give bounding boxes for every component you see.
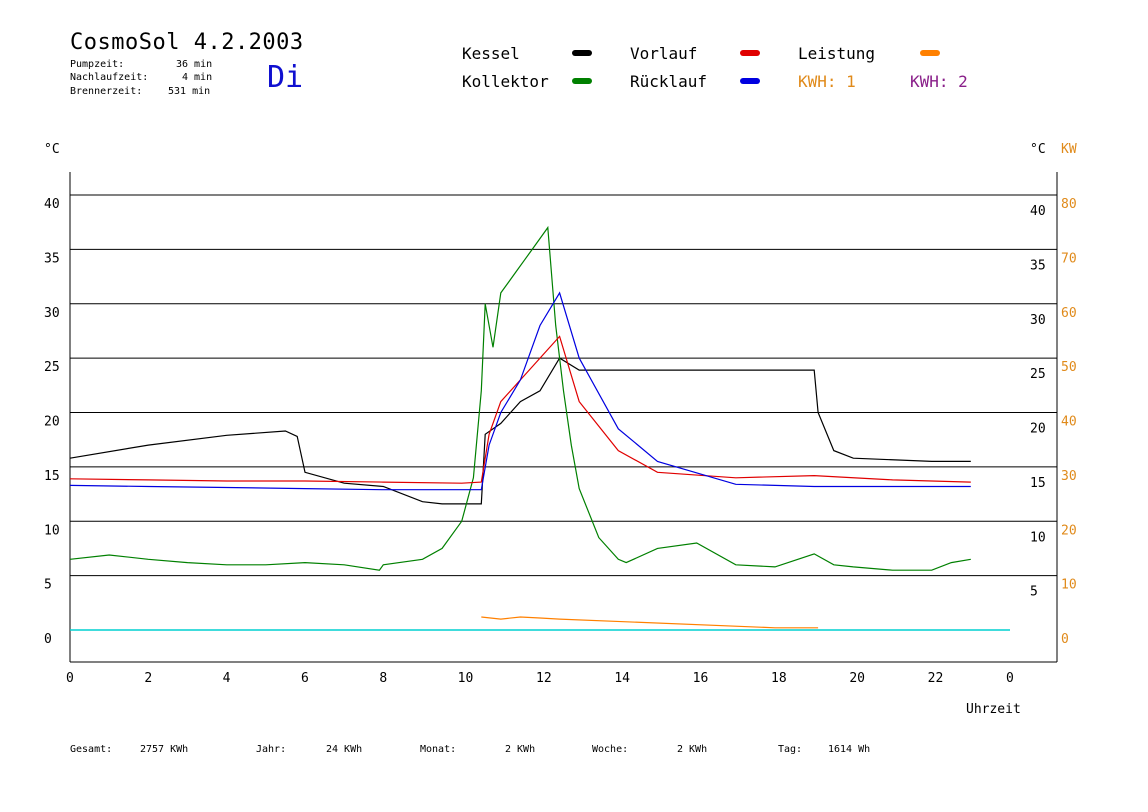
y-tick-right-c: 40 [1030, 204, 1046, 219]
stat-brennerzeit-value: 531 min [168, 86, 211, 97]
y-tick-right-kw: 60 [1061, 306, 1077, 321]
legend-ruecklauf-swatch [740, 78, 760, 84]
legend-leistung-swatch [920, 50, 940, 56]
y-tick-right-c: 20 [1030, 422, 1046, 437]
x-tick: 0 [66, 671, 74, 686]
x-tick: 10 [458, 671, 474, 686]
footer-woche-label: Woche: [592, 744, 629, 755]
x-tick: 8 [379, 671, 387, 686]
y-tick-right-kw: 50 [1061, 360, 1077, 375]
y-tick-right-kw: 80 [1061, 197, 1077, 212]
series-line-kessel [69, 357, 971, 505]
legend-kwh1: KWH: 1 [798, 72, 856, 91]
left-unit-label: °C [44, 142, 60, 157]
legend-kollektor: Kollektor [462, 72, 549, 91]
y-tick-right-kw: 10 [1061, 578, 1077, 593]
y-tick-right-kw: 40 [1061, 415, 1077, 430]
y-tick-right-kw: 0 [1061, 632, 1069, 647]
legend-kessel-swatch [572, 50, 592, 56]
footer-gesamt-value: 2757 KWh [140, 744, 189, 755]
right-unit-label: °C [1030, 142, 1046, 157]
legend-vorlauf: Vorlauf [630, 44, 698, 63]
x-tick: 14 [614, 671, 630, 686]
series-line-rücklauf [69, 291, 971, 491]
y-tick-right-c: 10 [1030, 530, 1046, 545]
x-tick: 6 [301, 671, 309, 686]
right-kw-unit-label: KW [1061, 142, 1077, 157]
footer-tag-label: Tag: [778, 744, 803, 755]
footer-gesamt-label: Gesamt: [70, 744, 113, 755]
x-axis-label: Uhrzeit [966, 702, 1021, 717]
series-line-leistung [481, 616, 819, 629]
y-tick-left: 0 [44, 632, 52, 647]
stat-pumpzeit: Pumpzeit: [70, 59, 125, 70]
x-tick: 0 [1006, 671, 1014, 686]
legend-vorlauf-swatch [740, 50, 760, 56]
stat-nachlaufzeit: Nachlaufzeit: [70, 72, 149, 83]
y-tick-right-kw: 30 [1061, 469, 1077, 484]
footer-monat-label: Monat: [420, 744, 457, 755]
legend-kessel: Kessel [462, 44, 520, 63]
y-tick-right-kw: 70 [1061, 251, 1077, 266]
footer-monat-value: 2 KWh [505, 744, 536, 755]
legend-kwh2: KWH: 2 [910, 72, 968, 91]
legend-kollektor-swatch [572, 78, 592, 84]
y-tick-left: 40 [44, 197, 60, 212]
x-tick: 4 [223, 671, 231, 686]
x-tick: 16 [693, 671, 709, 686]
y-tick-right-c: 35 [1030, 258, 1046, 273]
x-tick: 18 [771, 671, 787, 686]
y-tick-left: 35 [44, 251, 60, 266]
stat-brennerzeit: Brennerzeit: [70, 86, 143, 97]
chart-title: CosmoSol 4.2.2003 [70, 30, 304, 55]
y-tick-left: 30 [44, 306, 60, 321]
y-tick-right-c: 30 [1030, 313, 1046, 328]
y-tick-right-c: 25 [1030, 367, 1046, 382]
legend-ruecklauf: Rücklauf [630, 72, 708, 91]
y-tick-right-kw: 20 [1061, 523, 1077, 538]
x-tick: 20 [849, 671, 865, 686]
y-tick-right-c: 5 [1030, 585, 1038, 600]
y-tick-left: 25 [44, 360, 60, 375]
stat-nachlaufzeit-value: 4 min [182, 72, 213, 83]
x-tick: 2 [144, 671, 152, 686]
legend-leistung: Leistung [798, 44, 876, 63]
x-tick: 22 [928, 671, 944, 686]
x-tick: 12 [536, 671, 552, 686]
footer-tag-value: 1614 Wh [828, 744, 871, 755]
y-tick-left: 5 [44, 578, 52, 593]
series-line-kollektor [69, 225, 971, 571]
y-tick-left: 15 [44, 469, 60, 484]
day-label: Di [267, 60, 304, 95]
footer-woche-value: 2 KWh [677, 744, 708, 755]
stat-pumpzeit-value: 36 min [176, 59, 213, 70]
footer-jahr-label: Jahr: [256, 744, 287, 755]
footer-jahr-value: 24 KWh [326, 744, 363, 755]
y-tick-left: 20 [44, 415, 60, 430]
y-tick-left: 10 [44, 523, 60, 538]
y-tick-right-c: 15 [1030, 476, 1046, 491]
